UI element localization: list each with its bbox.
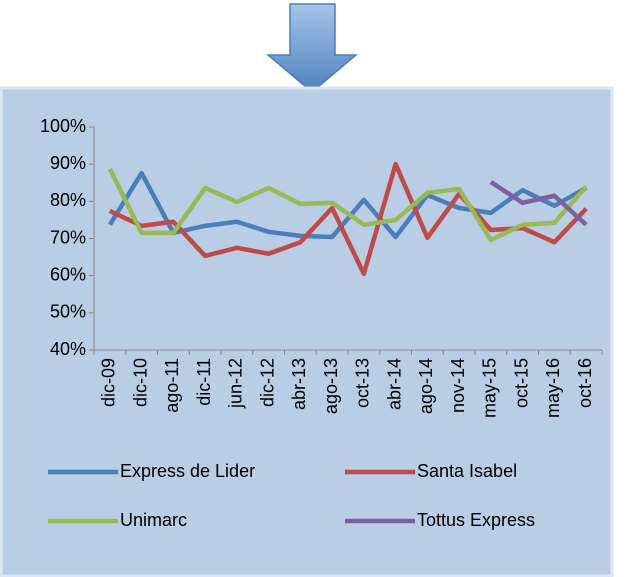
x-tick-label: ago-11 xyxy=(162,358,182,413)
y-tick-label: 70% xyxy=(50,227,86,247)
x-tick-label: jun-12 xyxy=(226,358,246,409)
y-tick-label: 90% xyxy=(50,153,86,173)
series-line xyxy=(107,170,588,240)
y-tick-label: 50% xyxy=(50,302,86,322)
x-tick-label: oct-13 xyxy=(353,358,373,408)
y-tick-label: 40% xyxy=(50,339,86,359)
x-tick-label: may-16 xyxy=(543,358,563,418)
x-tick-label: dic-11 xyxy=(194,358,214,406)
x-tick-label: abr-13 xyxy=(289,358,309,410)
x-tick-label: dic-10 xyxy=(130,358,150,407)
x-tick-label: nov-14 xyxy=(448,358,468,413)
x-tick-label: ago-13 xyxy=(321,358,341,414)
y-tick-label: 100% xyxy=(40,116,86,136)
legend-label: Tottus Express xyxy=(417,510,535,530)
legend-label: Unimarc xyxy=(120,510,187,530)
arrow-icon xyxy=(265,3,359,93)
y-tick-label: 60% xyxy=(50,264,86,284)
chart-panel xyxy=(0,86,614,577)
x-tick-label: dic-12 xyxy=(257,358,277,407)
x-tick-label: abr-14 xyxy=(384,358,404,410)
legend-label: Express de Lider xyxy=(120,461,255,481)
x-tick-label: ago-14 xyxy=(416,358,436,414)
series-line xyxy=(489,180,588,227)
series-line xyxy=(107,167,588,243)
x-tick-label: oct-16 xyxy=(575,358,595,408)
x-tick-label: oct-15 xyxy=(511,358,531,408)
legend-label: Santa Isabel xyxy=(417,461,517,481)
y-tick-label: 80% xyxy=(50,190,86,210)
x-tick-label: dic-09 xyxy=(99,358,119,407)
series-line xyxy=(108,161,588,277)
x-tick-label: may-15 xyxy=(480,358,500,418)
